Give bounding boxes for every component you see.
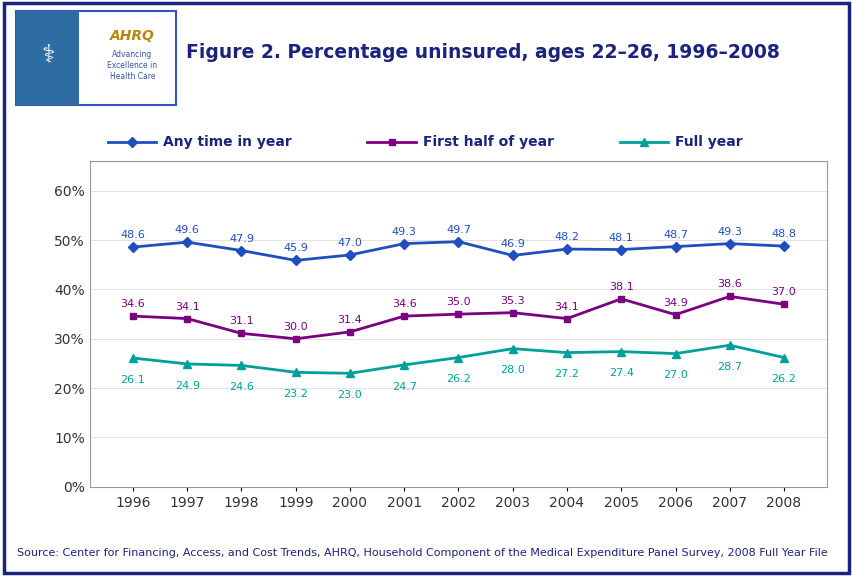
Text: 49.7: 49.7 bbox=[446, 225, 470, 234]
Text: 48.2: 48.2 bbox=[554, 232, 579, 242]
Text: 47.9: 47.9 bbox=[228, 234, 254, 244]
Text: 47.0: 47.0 bbox=[337, 238, 362, 248]
Bar bbox=[16, 10, 79, 105]
Text: 48.8: 48.8 bbox=[770, 229, 796, 239]
Text: 37.0: 37.0 bbox=[771, 287, 796, 297]
Text: Advancing
Excellence in
Health Care: Advancing Excellence in Health Care bbox=[107, 50, 158, 81]
Text: AHRQ: AHRQ bbox=[110, 29, 155, 43]
Text: 49.6: 49.6 bbox=[175, 225, 199, 235]
Text: 38.1: 38.1 bbox=[608, 282, 633, 292]
Text: 27.2: 27.2 bbox=[554, 369, 579, 379]
Text: 27.4: 27.4 bbox=[608, 368, 633, 378]
Text: ⚕: ⚕ bbox=[41, 44, 55, 67]
Text: 48.6: 48.6 bbox=[120, 230, 145, 240]
Text: Any time in year: Any time in year bbox=[163, 135, 291, 149]
Text: 26.2: 26.2 bbox=[446, 374, 470, 384]
Text: 49.3: 49.3 bbox=[717, 227, 741, 237]
Text: Source: Center for Financing, Access, and Cost Trends, AHRQ, Household Component: Source: Center for Financing, Access, an… bbox=[17, 548, 826, 558]
Text: 23.0: 23.0 bbox=[337, 390, 362, 400]
Text: Figure 2. Percentage uninsured, ages 22–26, 1996–2008: Figure 2. Percentage uninsured, ages 22–… bbox=[186, 43, 780, 62]
Text: 35.0: 35.0 bbox=[446, 297, 470, 307]
Text: 46.9: 46.9 bbox=[500, 238, 525, 248]
Text: 24.6: 24.6 bbox=[229, 382, 254, 392]
Text: 38.6: 38.6 bbox=[717, 279, 741, 290]
Text: 34.1: 34.1 bbox=[175, 302, 199, 312]
Text: 24.7: 24.7 bbox=[391, 381, 417, 392]
Text: 34.6: 34.6 bbox=[120, 299, 145, 309]
Text: 48.1: 48.1 bbox=[608, 233, 633, 242]
Text: 28.0: 28.0 bbox=[500, 365, 525, 376]
Text: 28.7: 28.7 bbox=[717, 362, 741, 372]
Text: 45.9: 45.9 bbox=[283, 244, 308, 253]
Text: 48.7: 48.7 bbox=[662, 230, 688, 240]
Text: 49.3: 49.3 bbox=[391, 227, 416, 237]
Text: Full year: Full year bbox=[675, 135, 742, 149]
Text: 35.3: 35.3 bbox=[500, 295, 525, 306]
Text: First half of year: First half of year bbox=[423, 135, 553, 149]
Text: 24.9: 24.9 bbox=[175, 381, 199, 391]
Text: 26.1: 26.1 bbox=[120, 375, 145, 385]
Text: 30.0: 30.0 bbox=[283, 322, 308, 332]
Text: 34.9: 34.9 bbox=[662, 298, 687, 308]
Text: 27.0: 27.0 bbox=[662, 370, 687, 380]
Text: 31.4: 31.4 bbox=[337, 315, 362, 325]
Text: 26.2: 26.2 bbox=[771, 374, 796, 384]
Text: 34.6: 34.6 bbox=[391, 299, 416, 309]
Text: 34.1: 34.1 bbox=[554, 302, 579, 312]
Text: 23.2: 23.2 bbox=[283, 389, 308, 399]
Text: 31.1: 31.1 bbox=[229, 316, 254, 327]
